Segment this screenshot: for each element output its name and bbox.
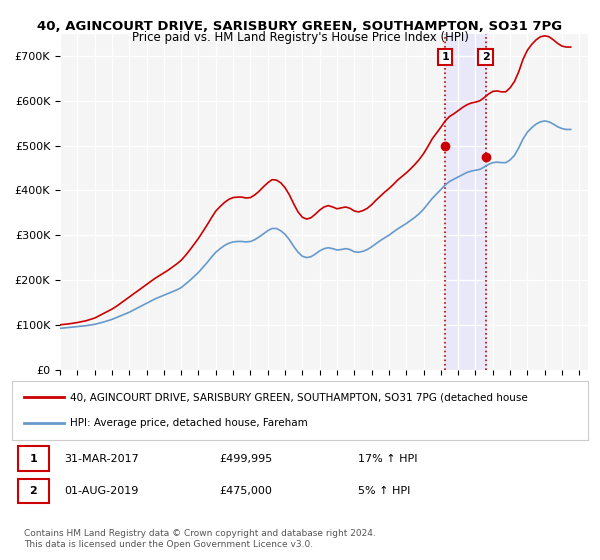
Text: 40, AGINCOURT DRIVE, SARISBURY GREEN, SOUTHAMPTON, SO31 7PG: 40, AGINCOURT DRIVE, SARISBURY GREEN, SO…: [37, 20, 563, 32]
Text: Contains HM Land Registry data © Crown copyright and database right 2024.
This d: Contains HM Land Registry data © Crown c…: [24, 529, 376, 549]
FancyBboxPatch shape: [18, 479, 49, 503]
Text: 01-AUG-2019: 01-AUG-2019: [64, 486, 138, 496]
Text: £499,995: £499,995: [220, 454, 272, 464]
Text: 31-MAR-2017: 31-MAR-2017: [64, 454, 139, 464]
Text: 2: 2: [482, 52, 490, 62]
Text: 17% ↑ HPI: 17% ↑ HPI: [358, 454, 417, 464]
Text: 40, AGINCOURT DRIVE, SARISBURY GREEN, SOUTHAMPTON, SO31 7PG (detached house: 40, AGINCOURT DRIVE, SARISBURY GREEN, SO…: [70, 392, 527, 402]
Text: HPI: Average price, detached house, Fareham: HPI: Average price, detached house, Fare…: [70, 418, 307, 428]
Bar: [445, 34, 485, 370]
Text: 2: 2: [29, 486, 37, 496]
Text: 5% ↑ HPI: 5% ↑ HPI: [358, 486, 410, 496]
Text: Price paid vs. HM Land Registry's House Price Index (HPI): Price paid vs. HM Land Registry's House …: [131, 31, 469, 44]
Text: 1: 1: [29, 454, 37, 464]
FancyBboxPatch shape: [18, 446, 49, 470]
Text: 1: 1: [442, 52, 449, 62]
Text: £475,000: £475,000: [220, 486, 272, 496]
